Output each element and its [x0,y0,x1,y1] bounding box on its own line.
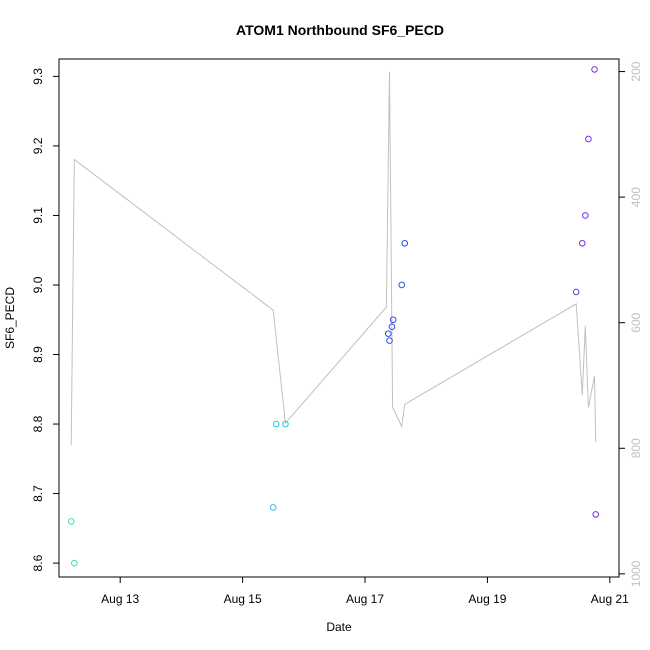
x-axis: Aug 13 Aug 15 Aug 17 Aug 19 Aug 21 [101,577,629,606]
y-tick-label-1: 8.7 [31,485,45,502]
y-tick-label-5: 9.1 [31,207,45,224]
data-point-11 [572,288,580,296]
x-tick-label-1: Aug 15 [224,592,262,606]
data-point-9 [398,281,406,289]
x-tick-label-0: Aug 13 [101,592,139,606]
data-point-1 [71,559,78,567]
data-point-15 [591,66,598,73]
data-point-8 [389,316,397,324]
plot-frame [58,58,620,578]
data-point-7 [388,323,396,330]
y-right-tick-label-4: 1000 [629,560,643,587]
data-point-2 [269,504,277,511]
data-point-5 [384,330,392,337]
data-point-0 [67,518,75,525]
y-tick-label-7: 9.3 [31,68,45,85]
x-axis-title: Date [326,620,352,634]
y-tick-label-3: 8.9 [31,346,45,363]
points-layer [67,66,600,567]
data-point-4 [282,420,289,428]
data-point-13 [582,212,589,219]
y-tick-label-0: 8.6 [31,554,45,571]
y-right-tick-label-2: 600 [629,312,643,332]
data-point-12 [578,239,586,247]
y-right-tick-label-0: 200 [629,61,643,81]
depth-line-layer [70,71,597,446]
chart-title: ATOM1 Northbound SF6_PECD [236,22,444,38]
data-point-3 [272,420,280,428]
depth-line [70,71,597,446]
data-point-10 [401,239,409,247]
x-tick-label-4: Aug 21 [591,592,629,606]
y-axis-right: 200 400 600 800 1000 [619,61,643,587]
x-tick-label-2: Aug 17 [346,592,384,606]
y-axis-left: 8.6 8.7 8.8 8.9 9.0 9.1 9.2 9.3 [31,68,59,571]
x-tick-label-3: Aug 19 [468,592,506,606]
data-point-16 [592,511,600,518]
data-point-6 [386,337,393,344]
y-tick-label-6: 9.2 [31,137,45,154]
y-tick-label-4: 9.0 [31,276,45,293]
y-axis-title: SF6_PECD [3,287,17,349]
y-right-tick-label-1: 400 [629,187,643,207]
y-right-tick-label-3: 800 [629,438,643,458]
y-tick-label-2: 8.8 [31,415,45,432]
data-point-14 [585,135,592,143]
